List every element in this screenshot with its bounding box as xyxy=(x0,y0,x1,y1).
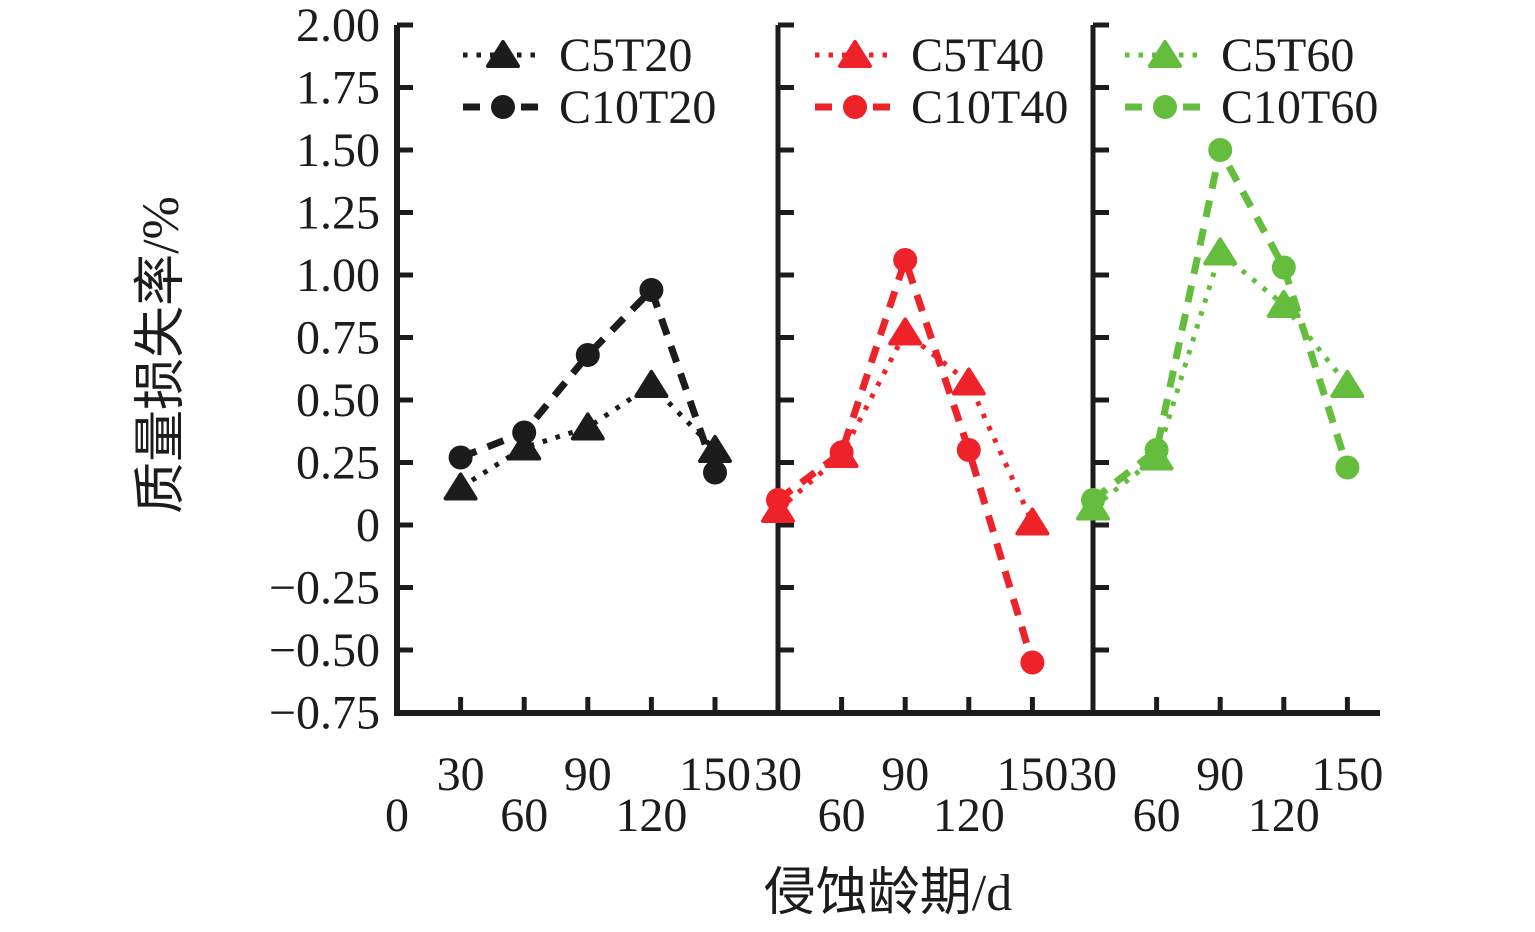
x-tick-label: 120 xyxy=(1248,789,1320,842)
y-tick-label: 0.75 xyxy=(296,312,380,365)
series-C10T20-marker xyxy=(448,445,473,470)
series-C10T20 xyxy=(448,278,727,485)
series-C10T40-marker xyxy=(893,248,918,272)
series-C5T20-marker xyxy=(443,472,478,501)
series-C10T20-line xyxy=(459,283,719,474)
legend-label-C5T20: C5T20 xyxy=(559,29,692,82)
series-C10T40 xyxy=(766,248,1045,675)
series-C10T20-marker xyxy=(575,343,600,367)
legend-label-C10T40: C10T40 xyxy=(911,81,1068,134)
y-tick-label: −0.75 xyxy=(269,687,380,740)
y-tick-label: 0 xyxy=(356,499,380,552)
series-C5T20-marker xyxy=(634,370,669,398)
series-C5T40-marker xyxy=(888,317,923,346)
y-tick-label: 0.25 xyxy=(296,437,380,490)
x-tick-label: 90 xyxy=(1196,748,1244,801)
series-C10T20-marker xyxy=(639,278,664,302)
y-tick-label: 1.25 xyxy=(296,187,380,240)
x-tick-label: 60 xyxy=(818,789,866,842)
series-C5T40-marker xyxy=(1015,507,1050,536)
series-C5T40-line xyxy=(776,328,1035,524)
x-tick-label: 150 xyxy=(1311,748,1383,801)
series-C10T40-marker xyxy=(766,488,790,512)
y-axis-title: 质量损失率/% xyxy=(133,196,190,514)
series-C10T60-marker xyxy=(1208,138,1233,162)
series-C5T60-marker xyxy=(1266,290,1301,318)
y-tick-label: 1.50 xyxy=(296,124,380,177)
legend-label-C5T40: C5T40 xyxy=(911,29,1044,82)
x-tick-label: 60 xyxy=(1133,789,1181,842)
series-C10T60-marker xyxy=(1271,255,1296,280)
legend-marker-C5T60 xyxy=(1148,40,1182,68)
x-tick-label: 90 xyxy=(881,748,929,801)
legend-label-C5T60: C5T60 xyxy=(1221,29,1354,82)
series-C10T20-marker xyxy=(512,420,537,445)
x-tick-label: 30 xyxy=(1069,748,1117,801)
x-tick-label: 150 xyxy=(679,748,751,801)
x-tick-label: 30 xyxy=(437,748,485,801)
series-C5T20 xyxy=(443,370,732,501)
y-tick-label: 1.75 xyxy=(296,62,380,115)
x-tick-label: 120 xyxy=(615,789,687,842)
x-tick-label: 0 xyxy=(385,789,409,842)
legend-marker-C10T40 xyxy=(843,95,867,119)
series-C5T60-marker xyxy=(1203,237,1238,266)
legend-label-C10T60: C10T60 xyxy=(1221,81,1378,134)
y-tick-labels: 2.00 1.75 1.50 1.25 1.00 0.75 0.50 0.25 0 −0.25 −0… xyxy=(269,0,380,740)
series-C10T40-marker xyxy=(829,440,854,465)
x-tick-label: 120 xyxy=(933,789,1005,842)
series-C5T20-marker xyxy=(570,412,605,441)
tick-marks xyxy=(397,22,1350,713)
series-C10T40-marker xyxy=(1020,650,1045,675)
series-C10T60-marker xyxy=(1081,488,1105,512)
legend-marker-C10T60 xyxy=(1153,95,1177,119)
series-C5T40-marker xyxy=(951,367,986,396)
axes xyxy=(394,25,1380,716)
series-C10T60-marker xyxy=(1144,438,1169,462)
y-tick-label: 1.00 xyxy=(296,249,380,302)
y-tick-label: −0.25 xyxy=(269,562,380,615)
series-C10T60 xyxy=(1081,138,1360,512)
legend-marker-C10T20 xyxy=(491,95,515,119)
series-C5T20-marker xyxy=(507,432,542,461)
x-tick-label: 150 xyxy=(996,748,1068,801)
series-C10T20-marker xyxy=(703,460,727,485)
series-C10T60-marker xyxy=(1335,455,1360,480)
legend-marker-C5T20 xyxy=(486,40,520,68)
series-C5T60-marker xyxy=(1330,370,1365,398)
legend-marker-C5T40 xyxy=(838,40,872,68)
legend-label-C10T20: C10T20 xyxy=(559,81,716,134)
y-tick-label: 0.50 xyxy=(296,374,380,427)
y-tick-label: 2.00 xyxy=(296,0,380,52)
x-tick-label: 30 xyxy=(754,748,802,801)
y-tick-label: −0.50 xyxy=(269,624,380,677)
x-tick-label: 60 xyxy=(500,789,548,842)
series-C10T40-line xyxy=(775,248,1036,664)
x-tick-label: 90 xyxy=(564,748,612,801)
x-axis-title: 侵蚀龄期/d xyxy=(764,865,1012,922)
series-C10T40-marker xyxy=(956,438,981,462)
